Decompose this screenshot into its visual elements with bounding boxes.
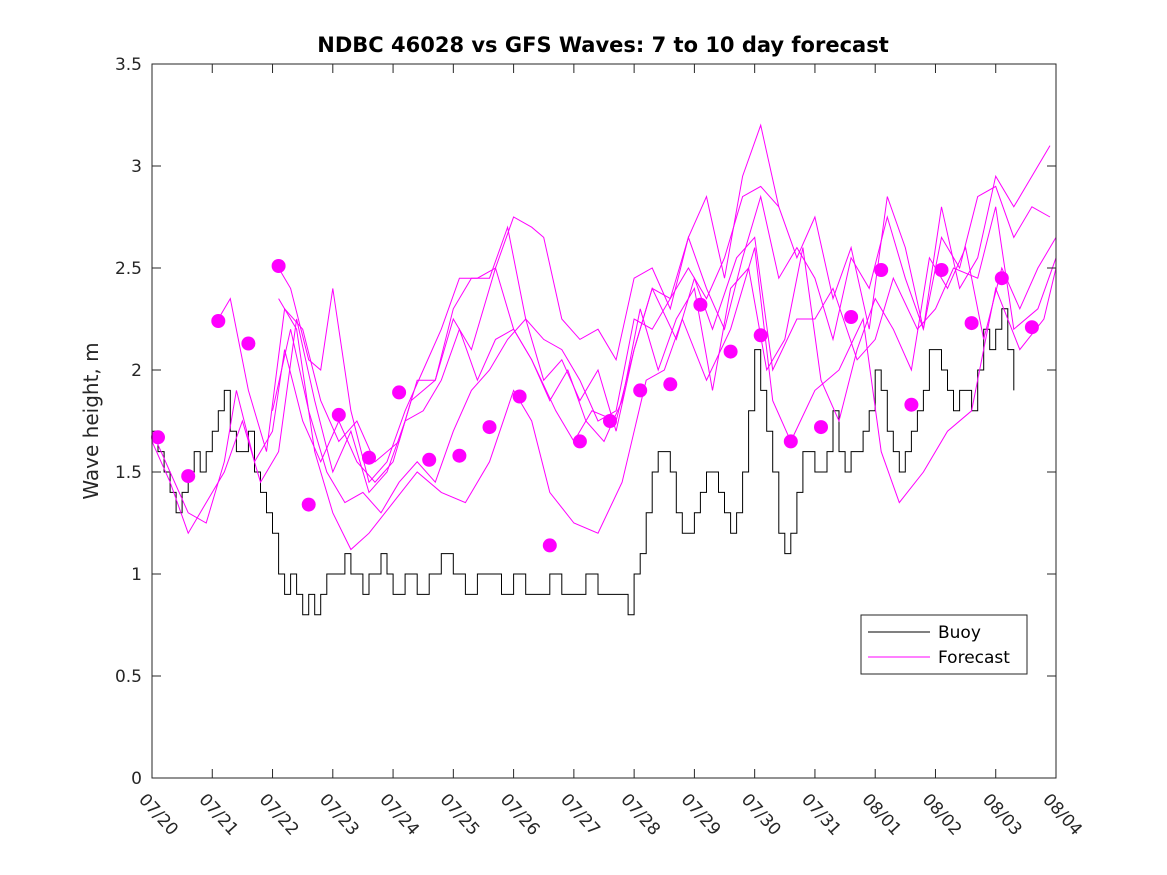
- series-layer: [151, 123, 1057, 616]
- y-tick-label: 2.5: [115, 259, 142, 279]
- forecast-series-line: [151, 237, 1057, 535]
- forecast-marker: [422, 452, 437, 467]
- forecast-marker: [934, 263, 949, 277]
- forecast-marker: [392, 385, 407, 400]
- forecast-marker: [814, 420, 828, 435]
- y-tick-label: 3: [131, 157, 142, 177]
- forecast-marker: [693, 297, 708, 312]
- forecast-marker: [241, 336, 256, 351]
- x-tick-label: 08/01: [857, 790, 905, 840]
- forecast-marker: [331, 407, 346, 422]
- forecast-markers: [151, 259, 1039, 553]
- y-tick-label: 1: [131, 565, 142, 585]
- y-tick-label: 1.5: [115, 463, 142, 483]
- x-tick-label: 07/23: [315, 790, 363, 840]
- forecast-marker: [362, 450, 376, 465]
- forecast-marker: [482, 420, 497, 435]
- y-tick-label: 0: [131, 769, 142, 789]
- y-tick-label: 0.5: [115, 667, 142, 687]
- forecast-marker: [964, 316, 979, 331]
- forecast-marker: [723, 344, 738, 359]
- x-tick-label: 07/31: [797, 790, 845, 840]
- forecast-marker: [452, 448, 467, 463]
- forecast-marker: [572, 434, 587, 449]
- forecast-marker: [994, 271, 1009, 286]
- forecast-marker: [181, 469, 196, 484]
- forecast-marker: [874, 263, 889, 277]
- legend: Buoy Forecast: [860, 614, 1028, 675]
- forecast-marker: [663, 377, 678, 392]
- x-tick-label: 08/02: [918, 790, 966, 840]
- forecast-marker: [512, 389, 527, 404]
- x-tick-label: 07/20: [134, 790, 182, 840]
- forecast-series-line: [217, 185, 1051, 463]
- legend-box: [860, 614, 1028, 675]
- forecast-marker: [753, 328, 768, 343]
- forecast-series-line: [272, 185, 780, 514]
- legend-label-buoy: Buoy: [938, 623, 981, 643]
- plot-area-frame: [151, 63, 1057, 779]
- x-tick-label: 07/30: [737, 790, 785, 840]
- legend-label-forecast: Forecast: [938, 648, 1010, 668]
- x-tick-label: 07/21: [195, 790, 243, 840]
- x-tick-label: 07/25: [436, 790, 484, 840]
- forecast-marker: [603, 414, 617, 428]
- forecast-marker: [1024, 320, 1039, 335]
- x-tick-label: 07/29: [677, 790, 725, 840]
- x-tick-label: 08/04: [1038, 790, 1086, 840]
- forecast-marker: [211, 314, 226, 328]
- forecast-marker: [151, 430, 165, 445]
- forecast-marker: [271, 259, 286, 273]
- buoy-series-line: [152, 308, 1015, 616]
- forecast-marker: [783, 434, 798, 449]
- y-tick-label: 2: [131, 361, 142, 381]
- ticks-layer: 00.511.522.533.507/20 07/21 07/22 07/23 07/2…: [115, 55, 1086, 840]
- x-tick-label: 07/28: [616, 790, 664, 840]
- forecast-series-line: [278, 247, 1057, 551]
- forecast-marker: [301, 497, 316, 512]
- x-tick-label: 07/22: [255, 790, 303, 840]
- forecast-marker: [844, 310, 859, 324]
- y-tick-label: 3.5: [115, 55, 142, 75]
- x-tick-label: 07/26: [496, 790, 544, 840]
- forecast-marker: [542, 538, 557, 553]
- chart-title: NDBC 46028 vs GFS Waves: 7 to 10 day for…: [317, 33, 888, 57]
- forecast-marker: [633, 383, 648, 398]
- forecast-series-line: [278, 123, 1051, 484]
- x-tick-label: 08/03: [978, 790, 1026, 840]
- x-tick-label: 07/27: [556, 790, 604, 840]
- x-tick-label: 07/24: [375, 790, 423, 840]
- y-axis-label: Wave height, m: [79, 342, 103, 499]
- forecast-marker: [904, 397, 919, 412]
